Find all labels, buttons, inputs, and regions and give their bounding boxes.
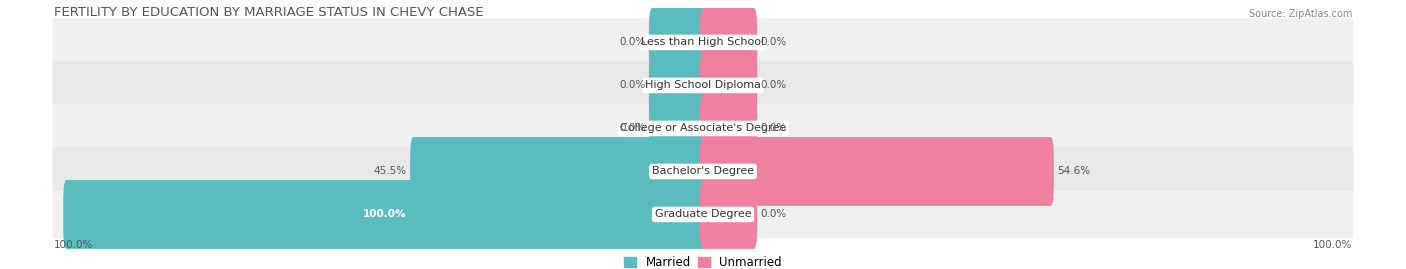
Legend: Married, Unmarried: Married, Unmarried <box>624 256 782 269</box>
FancyBboxPatch shape <box>700 94 756 163</box>
Text: Source: ZipAtlas.com: Source: ZipAtlas.com <box>1249 9 1353 19</box>
Text: College or Associate's Degree: College or Associate's Degree <box>620 123 786 133</box>
FancyBboxPatch shape <box>52 18 1354 66</box>
FancyBboxPatch shape <box>411 137 706 206</box>
Text: 54.6%: 54.6% <box>1057 167 1090 176</box>
Text: 0.0%: 0.0% <box>620 37 645 47</box>
FancyBboxPatch shape <box>52 190 1354 239</box>
Text: 0.0%: 0.0% <box>620 80 645 90</box>
Text: 100.0%: 100.0% <box>53 240 93 250</box>
FancyBboxPatch shape <box>700 51 756 120</box>
Text: 100.0%: 100.0% <box>1313 240 1353 250</box>
Text: FERTILITY BY EDUCATION BY MARRIAGE STATUS IN CHEVY CHASE: FERTILITY BY EDUCATION BY MARRIAGE STATU… <box>53 6 484 19</box>
FancyBboxPatch shape <box>52 104 1354 153</box>
Text: 0.0%: 0.0% <box>761 123 786 133</box>
Text: 0.0%: 0.0% <box>761 80 786 90</box>
FancyBboxPatch shape <box>63 180 706 249</box>
Text: 0.0%: 0.0% <box>761 210 786 220</box>
FancyBboxPatch shape <box>650 51 706 120</box>
Text: Bachelor's Degree: Bachelor's Degree <box>652 167 754 176</box>
Text: Graduate Degree: Graduate Degree <box>655 210 751 220</box>
FancyBboxPatch shape <box>700 180 756 249</box>
FancyBboxPatch shape <box>700 8 756 77</box>
FancyBboxPatch shape <box>650 94 706 163</box>
FancyBboxPatch shape <box>52 147 1354 196</box>
Text: 0.0%: 0.0% <box>620 123 645 133</box>
Text: 45.5%: 45.5% <box>374 167 406 176</box>
Text: Less than High School: Less than High School <box>641 37 765 47</box>
FancyBboxPatch shape <box>700 137 1053 206</box>
FancyBboxPatch shape <box>650 8 706 77</box>
Text: High School Diploma: High School Diploma <box>645 80 761 90</box>
Text: 0.0%: 0.0% <box>761 37 786 47</box>
FancyBboxPatch shape <box>52 61 1354 109</box>
Text: 100.0%: 100.0% <box>363 210 406 220</box>
